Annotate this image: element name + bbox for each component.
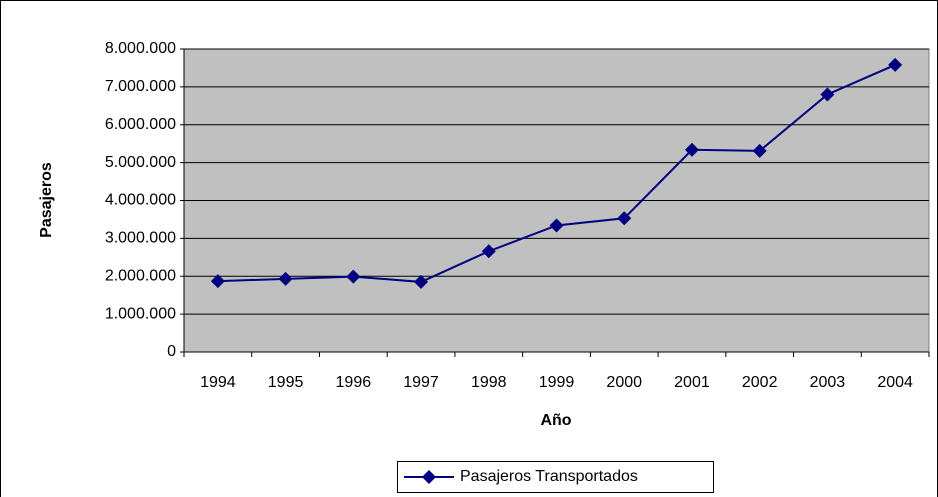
y-tick-label: 4.000.000 xyxy=(105,192,176,209)
x-tick-label: 2002 xyxy=(742,374,778,391)
x-tick-label: 2003 xyxy=(810,374,846,391)
data-point xyxy=(752,143,767,158)
y-tick-label: 3.000.000 xyxy=(105,230,176,247)
y-tick-label: 2.000.000 xyxy=(105,267,176,284)
x-tick-label: 2001 xyxy=(674,374,710,391)
data-point xyxy=(684,142,699,157)
y-tick-label: 6.000.000 xyxy=(105,116,176,133)
y-tick-label: 8.000.000 xyxy=(105,40,176,57)
x-tick-label: 1996 xyxy=(336,374,372,391)
legend-marker xyxy=(422,470,436,484)
data-point xyxy=(617,211,632,226)
y-tick-label: 5.000.000 xyxy=(105,154,176,171)
y-tick-label: 7.000.000 xyxy=(105,78,176,95)
x-tick-label: 2000 xyxy=(606,374,642,391)
data-point xyxy=(414,274,429,289)
x-tick-label: 1995 xyxy=(268,374,304,391)
data-point xyxy=(481,244,496,259)
x-tick-label: 2004 xyxy=(877,374,913,391)
x-tick-label: 1994 xyxy=(200,374,236,391)
legend-label: Pasajeros Transportados xyxy=(460,468,638,485)
data-point xyxy=(888,57,903,72)
y-tick-label: 0 xyxy=(167,343,176,360)
x-tick-label: 1997 xyxy=(403,374,439,391)
y-tick-label: 1.000.000 xyxy=(105,305,176,322)
x-axis-title: Año xyxy=(540,412,571,429)
x-tick-label: 1999 xyxy=(539,374,575,391)
x-tick-label: 1998 xyxy=(471,374,507,391)
data-point xyxy=(549,218,564,233)
data-point xyxy=(278,271,293,286)
data-point xyxy=(346,269,361,284)
y-axis-title: Pasajeros xyxy=(38,162,55,238)
data-point xyxy=(820,87,835,102)
data-point xyxy=(210,274,225,289)
